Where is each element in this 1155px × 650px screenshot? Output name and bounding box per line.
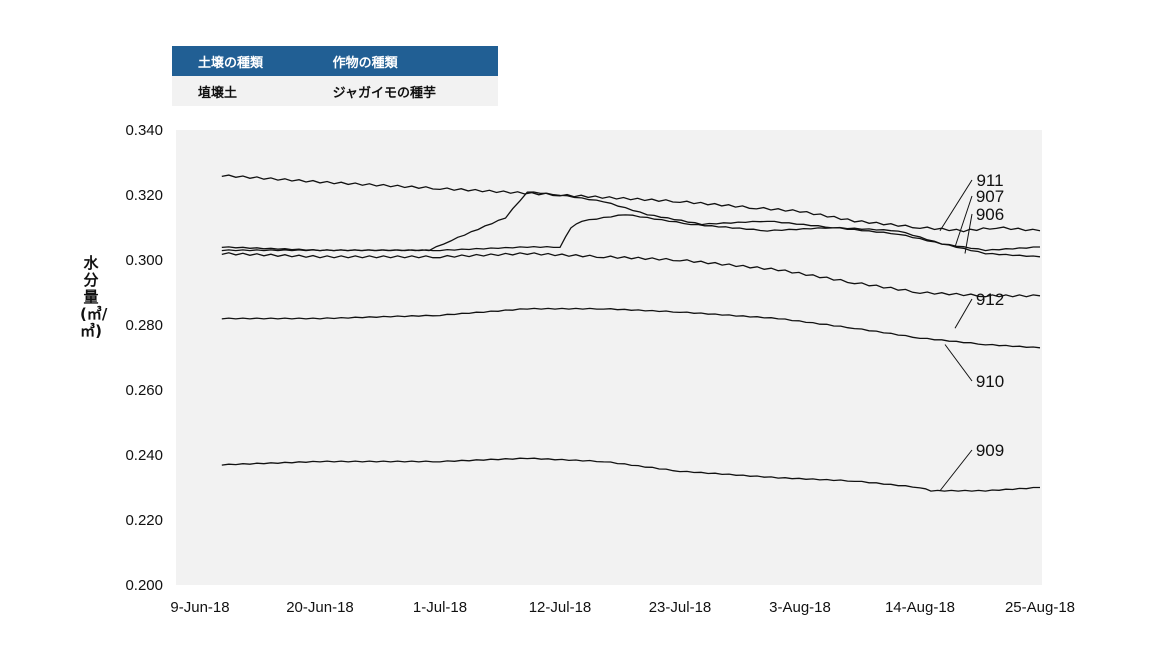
y-tick-label: 0.340 (125, 122, 163, 139)
x-tick-label: 12-Jul-18 (529, 599, 592, 616)
info-table: 土壌の種類 作物の種類 埴壌土 ジャガイモの種芋 (172, 46, 498, 106)
series-line-911 (221, 174, 1041, 233)
series-line-909 (221, 457, 1040, 492)
x-tick-label: 9-Jun-18 (170, 599, 229, 616)
leader-line-909 (939, 449, 973, 492)
info-table-cell-soil: 埴壌土 (172, 76, 307, 106)
series-label-906: 906 (976, 205, 1004, 224)
y-tick-label: 0.320 (125, 187, 163, 204)
y-axis-label: 水分量(㎥/㎥) (80, 254, 108, 340)
series-lines (221, 174, 1041, 492)
series-label-909: 909 (976, 441, 1004, 460)
x-tick-label: 25-Aug-18 (1005, 599, 1075, 616)
series-line-912 (221, 307, 1041, 349)
y-tick-label: 0.300 (125, 252, 163, 269)
x-tick-label: 23-Jul-18 (649, 599, 712, 616)
x-tick-label: 1-Jul-18 (413, 599, 467, 616)
leader-line-907 (954, 195, 973, 248)
leader-line-906 (964, 213, 973, 254)
y-tick-label: 0.220 (125, 512, 163, 529)
series-line-906 (221, 214, 1041, 258)
y-tick-label: 0.280 (125, 317, 163, 334)
y-tick-label: 0.260 (125, 382, 163, 399)
series-label-912: 912 (976, 290, 1004, 309)
y-tick-label: 0.200 (125, 577, 163, 594)
info-table-header-crop: 作物の種類 (306, 46, 498, 76)
leader-line-911 (939, 179, 973, 232)
info-table-row: 埴壌土 ジャガイモの種芋 (172, 76, 498, 106)
x-tick-label: 20-Jun-18 (286, 599, 354, 616)
x-tick-label: 3-Aug-18 (769, 599, 831, 616)
y-axis-ticks: 0.200 0.220 0.240 0.260 0.280 0.300 0.320 0.340 (125, 122, 163, 594)
plot-area (176, 130, 1042, 585)
leader-line-910 (944, 344, 973, 382)
x-tick-label: 14-Aug-18 (885, 599, 955, 616)
series-line-910 (221, 252, 1041, 298)
y-tick-label: 0.240 (125, 447, 163, 464)
info-table-cell-crop: ジャガイモの種芋 (306, 76, 498, 106)
info-table-header-soil: 土壌の種類 (172, 46, 307, 76)
series-label-910: 910 (976, 372, 1004, 391)
leader-line-912 (954, 298, 973, 329)
x-axis-ticks: 9-Jun-18 20-Jun-18 1-Jul-18 12-Jul-18 23-Jul… (170, 599, 1075, 616)
series-label-907: 907 (976, 187, 1004, 206)
info-table-header-row: 土壌の種類 作物の種類 (172, 46, 498, 76)
series-label-911: 911 (976, 171, 1003, 190)
